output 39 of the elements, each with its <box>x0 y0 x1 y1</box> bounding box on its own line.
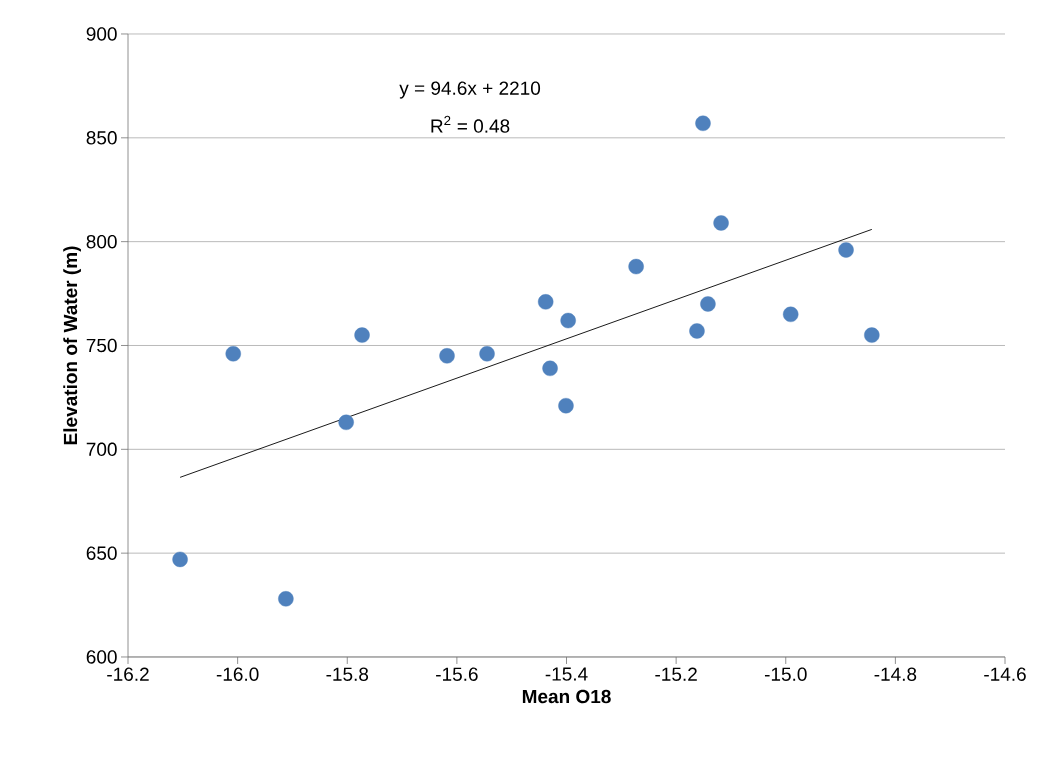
annotation: y = 94.6x + 2210 <box>399 81 541 99</box>
point <box>172 551 188 568</box>
x-tick-label: -15.4 <box>545 667 588 681</box>
point <box>864 327 880 343</box>
annotation: R$^{2}$ = 0.48 <box>431 115 510 133</box>
point <box>354 327 370 343</box>
point <box>439 348 455 364</box>
y-tick-label: 600 <box>86 650 117 664</box>
point <box>838 242 854 258</box>
point <box>537 294 554 310</box>
x-tick-label: -15.0 <box>764 667 807 681</box>
x-tick-label: -14.8 <box>874 667 917 681</box>
x-tick-label: -16.0 <box>216 667 259 681</box>
point <box>700 296 716 312</box>
y-tick-label: 750 <box>86 338 117 353</box>
y-tick-label: 650 <box>86 546 117 560</box>
point <box>560 312 576 329</box>
x-tick-label: -16.2 <box>107 667 149 681</box>
y-tick-label: 900 <box>86 27 117 41</box>
y-tick-label: 800 <box>86 234 117 249</box>
point <box>628 258 644 275</box>
y-tick-label: 700 <box>86 442 117 457</box>
point <box>689 323 705 339</box>
point <box>695 115 711 131</box>
x-tick-label: -15.2 <box>655 667 697 681</box>
x-tick-label: -14.6 <box>984 667 1026 681</box>
y-axis-title: Elevation of Water (m) <box>63 246 81 445</box>
point <box>782 306 799 323</box>
point <box>278 591 294 607</box>
y-tick-label: 850 <box>86 131 117 145</box>
point <box>542 360 558 377</box>
x-tick-label: -15.8 <box>326 667 369 681</box>
point <box>479 346 495 362</box>
point <box>713 215 729 231</box>
x-axis-title: Mean O18 <box>522 689 611 704</box>
point <box>225 346 241 362</box>
x-tick-label: -15.6 <box>436 667 478 681</box>
point <box>558 398 574 414</box>
point <box>338 414 354 431</box>
